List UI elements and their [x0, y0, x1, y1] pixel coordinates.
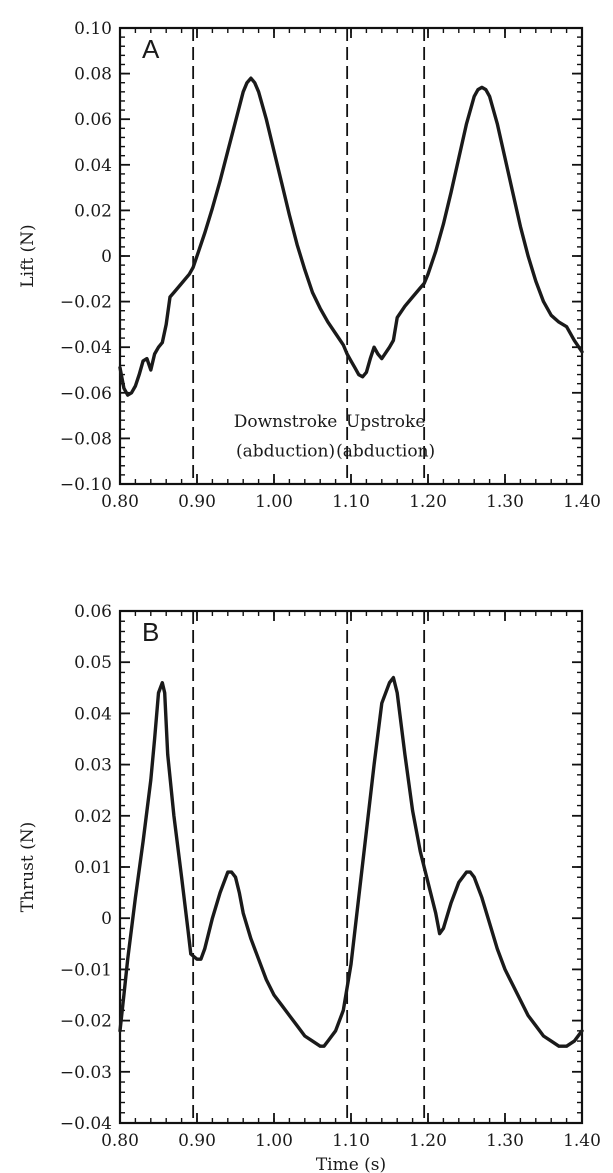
x-tick-label: 0.90 — [178, 492, 216, 512]
x-tick-label: 0.80 — [101, 1131, 139, 1151]
y-tick-label: −0.01 — [60, 960, 112, 980]
x-tick-label: 1.00 — [255, 1131, 293, 1151]
x-tick-label: 1.30 — [486, 492, 524, 512]
phase-annotation: Downstroke — [234, 412, 338, 432]
y-tick-label: 0 — [101, 909, 112, 929]
y-axis-title: Thrust (N) — [18, 822, 38, 912]
y-tick-label: 0.06 — [74, 110, 112, 130]
series-line — [118, 76, 584, 397]
y-tick-label: −0.02 — [60, 1012, 112, 1032]
y-tick-label: −0.02 — [60, 293, 112, 313]
phase-annotation: (abduction) — [336, 442, 435, 462]
x-tick-label: 1.40 — [563, 1131, 601, 1151]
y-tick-label: −0.08 — [60, 429, 112, 449]
y-tick-label: 0.08 — [74, 65, 112, 85]
x-tick-label: 1.10 — [332, 1131, 370, 1151]
x-tick-label: 0.80 — [101, 492, 139, 512]
y-tick-label: 0.04 — [74, 156, 112, 176]
y-axis-title: Lift (N) — [18, 224, 38, 287]
x-tick-label: 1.20 — [409, 1131, 447, 1151]
phase-annotation: (abduction) — [236, 442, 335, 462]
x-axis-title: Time (s) — [316, 1155, 386, 1173]
y-tick-label: −0.04 — [60, 338, 112, 358]
x-tick-label: 1.00 — [255, 492, 293, 512]
x-tick-label: 0.90 — [178, 1131, 216, 1151]
y-tick-label: −0.06 — [60, 384, 112, 404]
y-tick-label: 0.02 — [74, 201, 112, 221]
panel-a-lift-chart: 0.80 0.90 1.00 1.10 1.20 1.30 1.40 0.10 0.08 0.06… — [18, 19, 601, 512]
x-tick-label: 1.20 — [409, 492, 447, 512]
series-line — [118, 675, 584, 1048]
y-tick-label: −0.04 — [60, 1114, 112, 1134]
y-tick-label: 0.06 — [74, 602, 112, 622]
panel-letter: A — [142, 34, 160, 64]
panel-letter: B — [142, 617, 159, 647]
plot-frame — [118, 609, 584, 1125]
y-tick-label: 0 — [101, 247, 112, 267]
x-tick-label: 1.30 — [486, 1131, 524, 1151]
y-tick-label: 0.02 — [74, 807, 112, 827]
x-tick-label: 1.40 — [563, 492, 601, 512]
x-tick-label: 1.10 — [332, 492, 370, 512]
y-tick-label: −0.10 — [60, 475, 112, 495]
y-tick-label: 0.10 — [74, 19, 112, 39]
y-tick-label: −0.03 — [60, 1063, 112, 1083]
y-tick-label: 0.04 — [74, 704, 112, 724]
y-tick-label: 0.01 — [74, 858, 112, 878]
y-tick-label: 0.03 — [74, 756, 112, 776]
panel-b-thrust-chart: 0.80 0.90 1.00 1.10 1.20 1.30 1.40 0.06 0.05 0.04… — [18, 602, 601, 1173]
y-tick-label: 0.05 — [74, 653, 112, 673]
phase-annotation: Upstroke — [346, 412, 426, 432]
